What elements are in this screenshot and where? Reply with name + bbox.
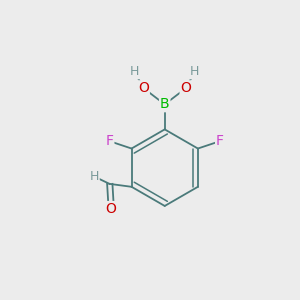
Text: H: H [89,170,99,183]
Text: H: H [130,65,140,79]
Text: B: B [160,98,169,111]
Text: F: F [216,134,224,148]
Text: O: O [106,202,116,216]
Text: O: O [138,81,149,95]
Text: O: O [181,81,191,95]
Text: F: F [106,134,113,148]
Text: H: H [190,65,200,79]
